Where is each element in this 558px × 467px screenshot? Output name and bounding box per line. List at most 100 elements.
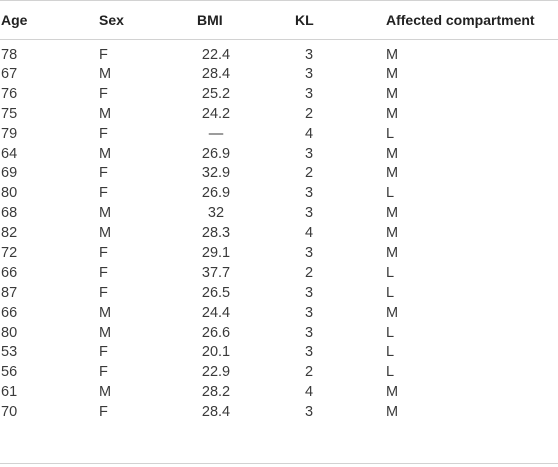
cell-affected-compartment: M	[386, 85, 399, 102]
cell-affected-compartment: M	[386, 165, 399, 182]
cell-sex: F	[99, 185, 108, 202]
cell-kl: 2	[295, 104, 386, 124]
cell-affected-compartment: M	[386, 105, 399, 122]
table-row: 80 M 26.6 3 L	[0, 323, 558, 343]
cell-sex: M	[99, 105, 112, 122]
cell-affected-compartment: M	[386, 384, 399, 401]
cell-bmi: 28.4	[197, 64, 295, 84]
cell-kl-value: 3	[304, 324, 314, 341]
cell-affected-compartment: M	[386, 46, 399, 63]
cell-kl-value: 2	[304, 364, 314, 381]
cell-bmi: 26.5	[197, 283, 295, 303]
cell-sex: M	[99, 205, 112, 222]
cell-age: 72	[1, 244, 18, 261]
cell-age: 67	[1, 65, 18, 82]
cell-bmi-value: 25.2	[201, 85, 231, 102]
table-row: 67 M 28.4 3 M	[0, 64, 558, 84]
cell-sex: F	[99, 264, 108, 281]
cell-sex: F	[99, 364, 108, 381]
cell-age: 80	[1, 185, 18, 202]
cell-age: 68	[1, 205, 18, 222]
cell-bmi: 26.9	[197, 183, 295, 203]
cell-age: 66	[1, 304, 18, 321]
table-row: 70 F 28.4 3 M	[0, 402, 558, 422]
cell-kl-value: 3	[304, 185, 314, 202]
header-row: Age Sex BMI KL Affected compartment	[0, 0, 558, 39]
cell-bmi-value: 28.3	[201, 225, 231, 242]
cell-age: 75	[1, 105, 18, 122]
cell-bmi-value: 20.1	[201, 344, 231, 361]
cell-sex: M	[99, 65, 112, 82]
cell-bmi-value: —	[208, 125, 224, 142]
cell-sex: F	[99, 46, 108, 63]
cell-affected-compartment: M	[386, 205, 399, 222]
cell-bmi-value: 37.7	[201, 264, 231, 281]
table-row: 66 M 24.4 3 M	[0, 303, 558, 323]
cell-bmi-value: 32	[207, 205, 225, 222]
cell-kl: 4	[295, 124, 386, 144]
cell-bmi: 20.1	[197, 342, 295, 362]
cell-affected-compartment: L	[386, 344, 395, 361]
cell-age: 76	[1, 85, 18, 102]
cell-affected-compartment: L	[386, 185, 395, 202]
cell-bmi-value: 26.6	[201, 324, 231, 341]
cell-bmi: 28.3	[197, 223, 295, 243]
header-age: Age	[1, 11, 28, 28]
cell-kl-value: 2	[304, 264, 314, 281]
cell-bmi: 29.1	[197, 243, 295, 263]
cell-bmi-value: 32.9	[201, 165, 231, 182]
cell-bmi: 24.2	[197, 104, 295, 124]
cell-kl: 3	[295, 64, 386, 84]
cell-sex: F	[99, 125, 108, 142]
cell-bmi-value: 22.4	[201, 46, 231, 63]
cell-kl: 3	[295, 303, 386, 323]
cell-affected-compartment: L	[386, 364, 395, 381]
cell-kl: 3	[295, 183, 386, 203]
cell-bmi-value: 24.4	[201, 304, 231, 321]
table-header: Age Sex BMI KL Affected compartment	[0, 0, 558, 39]
table-row: 78 F 22.4 3 M	[0, 39, 558, 64]
cell-bmi-value: 28.2	[201, 384, 231, 401]
table-row: 68 M 32 3 M	[0, 203, 558, 223]
cell-bmi-value: 24.2	[201, 105, 231, 122]
cell-sex: F	[99, 165, 108, 182]
cell-kl-value: 3	[304, 46, 314, 63]
cell-affected-compartment: L	[386, 284, 395, 301]
table-row: 61 M 28.2 4 M	[0, 382, 558, 402]
cell-bmi-value: 26.9	[201, 185, 231, 202]
cell-bmi: 26.6	[197, 323, 295, 343]
patient-table: Age Sex BMI KL Affected compartment 78 F 2…	[0, 0, 558, 422]
cell-age: 82	[1, 225, 18, 242]
cell-kl-value: 3	[304, 65, 314, 82]
table-row: 82 M 28.3 4 M	[0, 223, 558, 243]
table-row: 69 F 32.9 2 M	[0, 163, 558, 183]
cell-kl: 3	[295, 243, 386, 263]
cell-kl-value: 4	[304, 384, 314, 401]
cell-bmi-value: 28.4	[201, 404, 231, 421]
bottom-rule	[0, 463, 558, 464]
cell-sex: F	[99, 344, 108, 361]
cell-bmi: 28.4	[197, 402, 295, 422]
cell-bmi: 32	[197, 203, 295, 223]
cell-bmi-value: 29.1	[201, 244, 231, 261]
cell-sex: M	[99, 384, 112, 401]
cell-kl: 3	[295, 39, 386, 64]
cell-sex: M	[99, 304, 112, 321]
header-kl: KL	[295, 11, 314, 28]
header-rule	[0, 39, 558, 40]
cell-age: 56	[1, 364, 18, 381]
cell-kl-value: 3	[304, 404, 314, 421]
table-row: 72 F 29.1 3 M	[0, 243, 558, 263]
cell-bmi-value: 28.4	[201, 65, 231, 82]
cell-kl-value: 3	[304, 284, 314, 301]
cell-age: 53	[1, 344, 18, 361]
table-row: 66 F 37.7 2 L	[0, 263, 558, 283]
cell-affected-compartment: M	[386, 65, 399, 82]
cell-affected-compartment: L	[386, 264, 395, 281]
cell-bmi-value: 22.9	[201, 364, 231, 381]
cell-bmi: 26.9	[197, 144, 295, 164]
cell-kl-value: 3	[304, 304, 314, 321]
cell-kl-value: 2	[304, 165, 314, 182]
cell-bmi-value: 26.5	[201, 284, 231, 301]
